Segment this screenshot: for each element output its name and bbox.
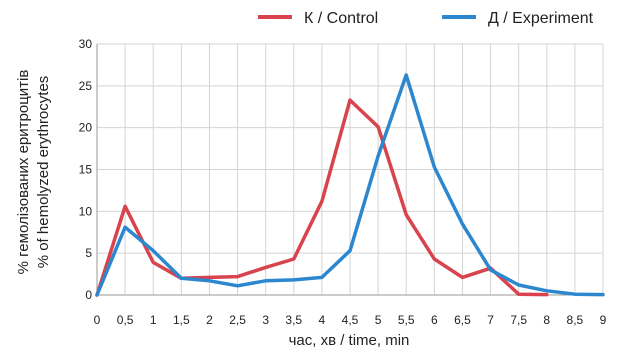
x-tick-label: 5 (375, 313, 382, 327)
x-tick-label: 2,5 (229, 313, 246, 327)
x-tick-label: 8,5 (567, 313, 584, 327)
x-tick-label: 4 (319, 313, 326, 327)
x-tick-label: 3 (262, 313, 269, 327)
y-tick-label: 15 (79, 163, 93, 177)
y-tick-label: 25 (79, 79, 93, 93)
series-line-experiment (95, 73, 605, 297)
series-line-control (95, 98, 549, 297)
tick-labels: 0 5 10 15 20 25 30 0 0,5 1 1,5 2 2,5 3 3,5 4 4,5 5 5,5 6 6,5… (79, 37, 607, 327)
data-series (95, 73, 605, 297)
y-axis-title-line-1: % гемолізованих еритроцитів (15, 70, 32, 275)
x-tick-label: 4,5 (342, 313, 359, 327)
legend-label-control: К / Control (304, 10, 378, 27)
x-tick-label: 2 (206, 313, 213, 327)
x-tick-label: 6,5 (454, 313, 471, 327)
x-tick-label: 5,5 (398, 313, 415, 327)
x-tick-label: 8 (543, 313, 550, 327)
grid-lines (97, 43, 604, 295)
x-tick-label: 7,5 (510, 313, 527, 327)
x-axis-title: час, хв / time, min (289, 332, 410, 349)
y-tick-label: 30 (79, 37, 93, 51)
legend: К / Control Д / Experiment (258, 10, 594, 27)
y-tick-label: 20 (79, 121, 93, 135)
y-tick-label: 10 (79, 204, 93, 218)
x-tick-label: 7 (487, 313, 494, 327)
y-axis-title-line-2: % of hemolyzed erythrocytes (35, 76, 52, 269)
y-tick-label: 0 (85, 288, 92, 302)
x-tick-label: 0,5 (117, 313, 134, 327)
x-tick-label: 3,5 (285, 313, 302, 327)
legend-label-experiment: Д / Experiment (488, 10, 594, 27)
x-tick-label: 1 (150, 313, 157, 327)
x-tick-label: 0 (94, 313, 101, 327)
y-axis-title: % гемолізованих еритроцитів % of hemolyz… (15, 70, 52, 275)
y-tick-label: 5 (85, 246, 92, 260)
x-tick-label: 6 (431, 313, 438, 327)
x-tick-label: 9 (600, 313, 607, 327)
x-tick-label: 1,5 (173, 313, 190, 327)
